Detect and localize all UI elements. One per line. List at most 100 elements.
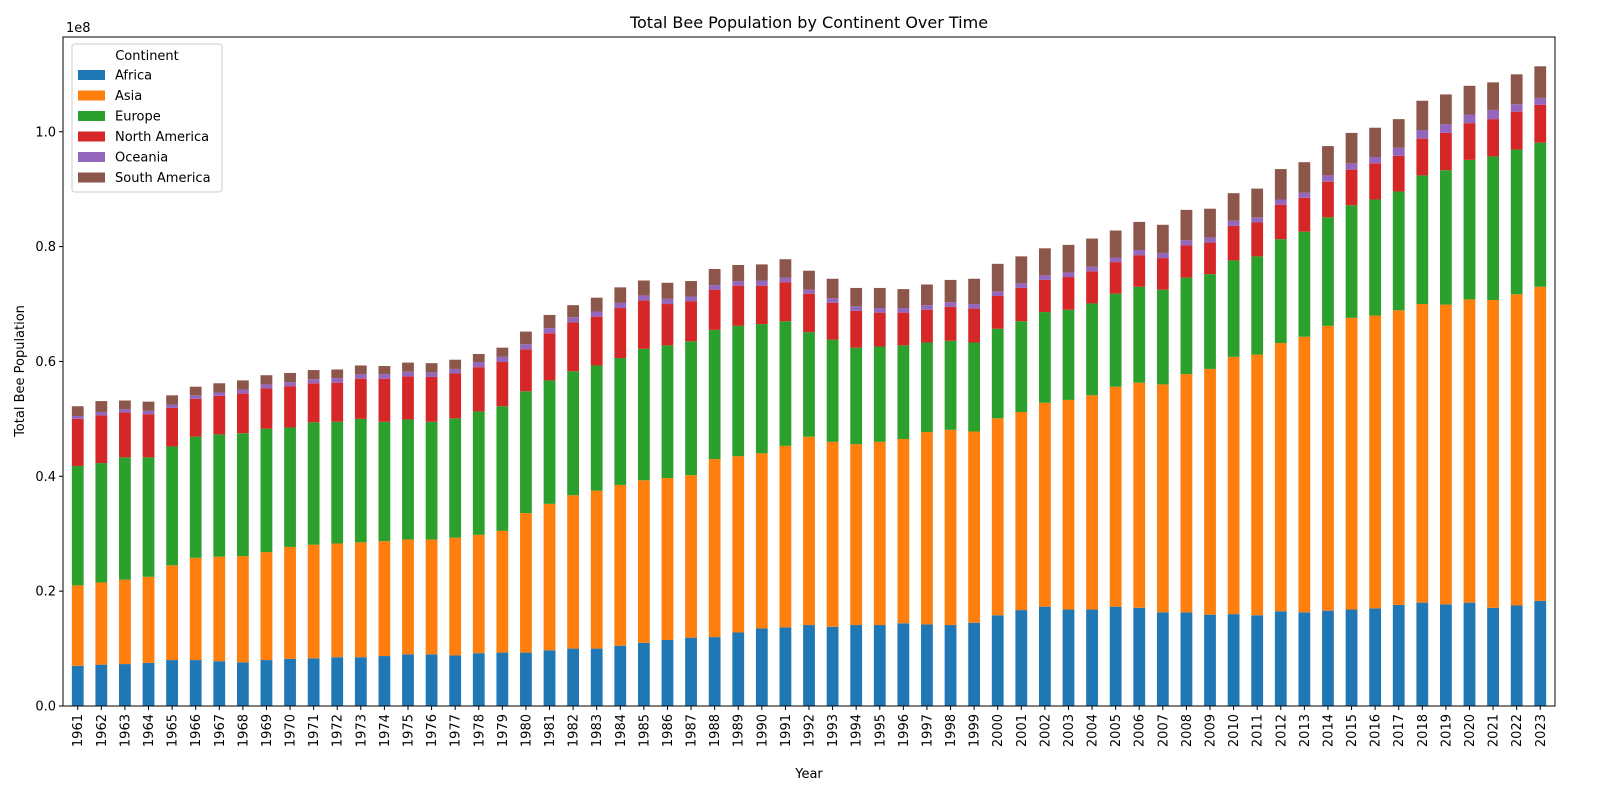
bar-north-america-1962	[95, 415, 108, 464]
bar-north-america-2012	[1274, 204, 1287, 240]
bar-asia-1963	[119, 579, 131, 665]
bar-oceania-2015	[1345, 163, 1358, 170]
bar-europe-1962	[95, 463, 108, 583]
bar-europe-1991	[779, 321, 792, 446]
bar-europe-1988	[708, 329, 721, 460]
legend-label: South America	[115, 171, 211, 186]
x-tick-label: 2023	[1534, 714, 1549, 747]
bar-africa-1997	[921, 624, 933, 706]
x-tick-label: 2003	[1062, 714, 1077, 747]
bar-asia-1965	[166, 565, 178, 661]
bar-asia-1987	[685, 475, 697, 638]
bar-europe-1987	[685, 341, 697, 476]
bar-europe-2021	[1487, 156, 1499, 301]
bar-africa-2005	[1109, 606, 1122, 706]
bar-oceania-1992	[803, 289, 815, 294]
bar-oceania-1969	[260, 384, 273, 389]
bar-asia-1982	[567, 495, 580, 649]
bar-oceania-1964	[142, 410, 155, 415]
bar-europe-2001	[1015, 321, 1028, 412]
bar-africa-2023	[1534, 600, 1547, 706]
bar-asia-2023	[1534, 286, 1547, 601]
bar-africa-2003	[1062, 609, 1075, 706]
bar-oceania-1993	[826, 298, 839, 303]
bar-north-america-2002	[1038, 279, 1051, 313]
bar-asia-1997	[921, 432, 933, 625]
x-axis-label: Year	[794, 767, 823, 782]
bar-oceania-1963	[119, 409, 131, 413]
bar-north-america-1981	[543, 333, 556, 381]
bar-asia-2015	[1345, 317, 1358, 610]
bar-europe-1971	[307, 422, 320, 545]
bar-south-america-2015	[1345, 132, 1358, 164]
bar-asia-2019	[1440, 304, 1452, 605]
bar-asia-2008	[1180, 374, 1193, 613]
x-tick-label: 1991	[779, 714, 794, 747]
bar-north-america-1961	[71, 418, 84, 466]
bar-oceania-2023	[1534, 97, 1547, 105]
bar-europe-1983	[590, 365, 603, 491]
bar-asia-1986	[661, 478, 674, 640]
bar-south-america-2021	[1487, 82, 1499, 110]
bar-asia-1980	[520, 513, 532, 653]
bar-europe-1968	[236, 433, 249, 557]
x-tick-label: 2014	[1321, 714, 1336, 747]
bar-asia-1971	[307, 544, 320, 659]
bar-north-america-1964	[142, 414, 155, 458]
x-tick-label: 1979	[496, 714, 511, 747]
bar-south-america-2007	[1156, 224, 1169, 253]
bar-south-america-1962	[95, 401, 108, 412]
x-tick-label: 1969	[260, 714, 275, 747]
bar-europe-2000	[991, 328, 1004, 419]
bar-europe-1964	[142, 457, 155, 577]
x-tick-label: 1963	[118, 714, 133, 747]
bar-oceania-1986	[661, 298, 674, 305]
bar-north-america-2018	[1416, 138, 1429, 176]
bar-asia-2020	[1463, 299, 1476, 603]
bar-oceania-2003	[1062, 272, 1075, 278]
bar-north-america-2006	[1133, 255, 1146, 287]
bar-north-america-2003	[1062, 277, 1075, 310]
bar-asia-1988	[708, 459, 721, 638]
x-tick-label: 1988	[708, 714, 723, 747]
x-tick-label: 1998	[944, 714, 959, 747]
bar-north-america-1997	[921, 309, 933, 343]
bar-africa-1986	[661, 639, 674, 706]
x-tick-label: 1965	[166, 714, 181, 747]
bar-africa-1983	[590, 648, 603, 706]
bar-oceania-1997	[921, 305, 933, 310]
bar-africa-1975	[402, 654, 414, 706]
legend: Continent Africa Asia Europe North America O…	[71, 43, 223, 193]
x-tick-label: 1990	[755, 714, 770, 747]
bar-europe-2017	[1392, 191, 1405, 311]
bar-north-america-2001	[1015, 287, 1028, 322]
bar-africa-2007	[1156, 612, 1169, 706]
x-tick-label: 2005	[1109, 714, 1124, 747]
bar-north-america-1990	[755, 285, 768, 325]
bar-south-america-1987	[685, 281, 697, 297]
bar-europe-2023	[1534, 142, 1547, 287]
bar-north-america-1971	[307, 383, 320, 423]
bar-south-america-2011	[1251, 188, 1264, 218]
bar-europe-1978	[472, 411, 485, 535]
y-tick-label: 0.0	[35, 700, 56, 715]
x-tick-label: 1987	[685, 714, 700, 747]
bar-africa-1962	[95, 664, 108, 706]
bar-oceania-2017	[1392, 147, 1405, 156]
bar-europe-1999	[968, 342, 981, 432]
bar-south-america-1990	[755, 264, 768, 281]
bar-oceania-2012	[1274, 199, 1287, 205]
y-tick-label: 0.4	[35, 470, 56, 485]
legend-label: North America	[115, 130, 209, 145]
bar-africa-1973	[354, 657, 367, 706]
bar-north-america-1984	[614, 308, 627, 359]
bar-south-america-1999	[968, 278, 981, 305]
bar-africa-2015	[1345, 609, 1358, 706]
x-tick-label: 1962	[95, 714, 110, 747]
x-tick-label: 1995	[873, 714, 888, 747]
bar-africa-1984	[614, 645, 627, 706]
bar-south-america-1966	[189, 386, 202, 396]
bar-europe-2019	[1440, 170, 1452, 305]
x-tick-label: 1993	[826, 714, 841, 747]
bar-europe-1982	[567, 371, 580, 496]
